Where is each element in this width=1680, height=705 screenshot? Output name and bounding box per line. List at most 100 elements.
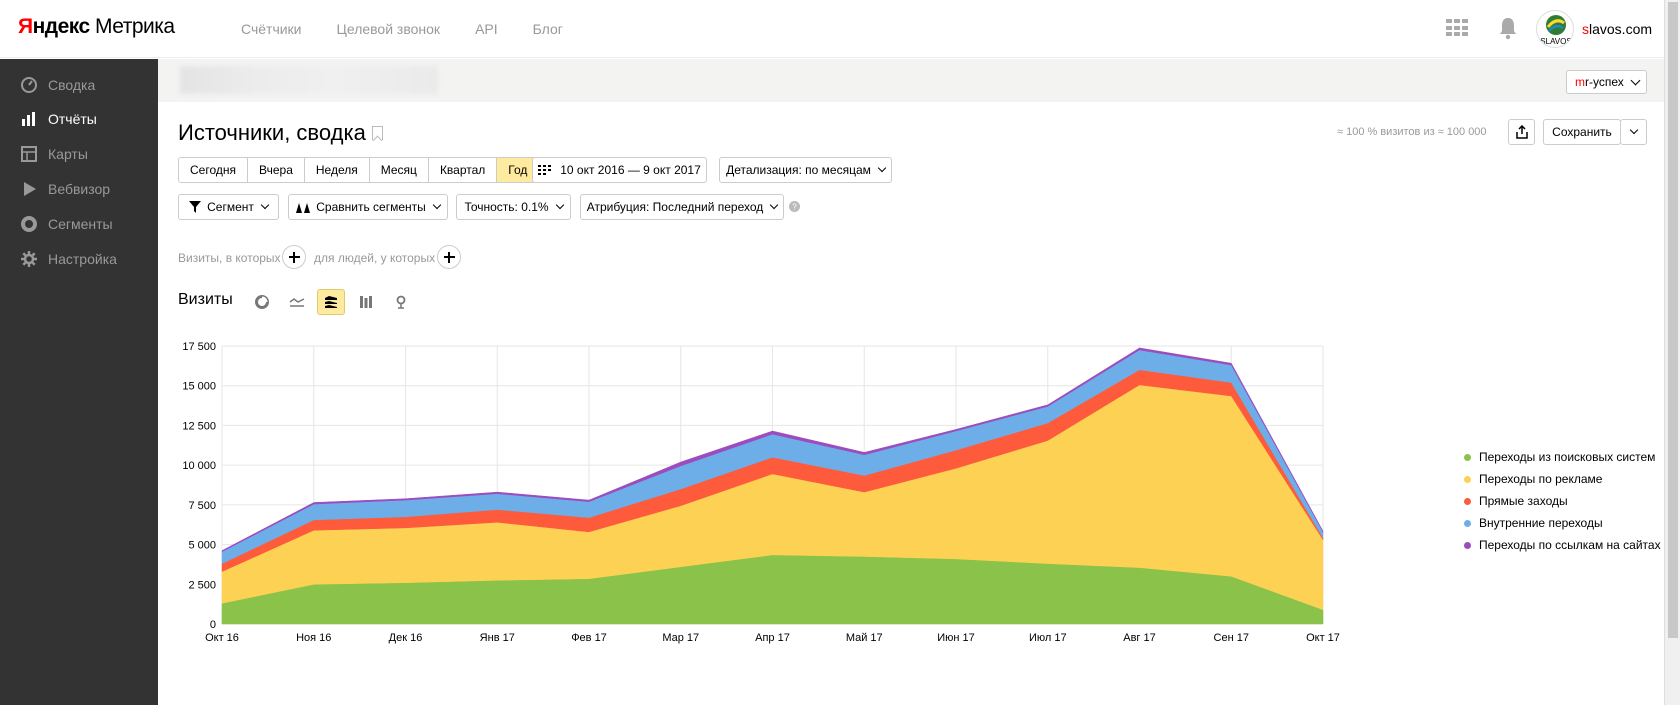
y-tick-label: 7 500 bbox=[188, 500, 216, 512]
legend-item[interactable]: Внутренние переходы bbox=[1464, 512, 1661, 534]
sidebar-item-summary[interactable]: Сводка bbox=[0, 68, 158, 102]
nav-counters[interactable]: Счётчики bbox=[241, 21, 302, 37]
compare-segments-dropdown[interactable]: Сравнить сегменты bbox=[288, 194, 448, 220]
pie-ring-icon bbox=[21, 216, 37, 232]
legend-item[interactable]: Прямые заходы bbox=[1464, 490, 1661, 512]
chevron-down-icon bbox=[555, 200, 564, 210]
nav-api[interactable]: API bbox=[475, 21, 498, 37]
period-today[interactable]: Сегодня bbox=[179, 158, 248, 182]
map-grid-icon bbox=[21, 146, 37, 162]
save-button[interactable]: Сохранить bbox=[1543, 119, 1621, 145]
logo-brand: Яндекс bbox=[18, 15, 90, 38]
add-people-condition-button[interactable] bbox=[437, 245, 461, 269]
top-nav: Счётчики Целевой звонок API Блог bbox=[241, 21, 563, 37]
legend-dot bbox=[1464, 453, 1471, 461]
sidebar-item-segments[interactable]: Сегменты bbox=[0, 207, 158, 241]
chart-type-pie[interactable] bbox=[248, 289, 276, 315]
y-tick-label: 15 000 bbox=[182, 381, 216, 393]
chart-legend: Переходы из поисковых систем Переходы по … bbox=[1464, 446, 1661, 556]
segment-text: Сегмент bbox=[207, 200, 254, 214]
compare-icon bbox=[296, 203, 311, 213]
legend-label: Прямые заходы bbox=[1479, 494, 1568, 508]
filter-icon bbox=[189, 201, 202, 213]
avatar[interactable]: SLAVOS bbox=[1536, 10, 1574, 48]
legend-item[interactable]: Переходы из поисковых систем bbox=[1464, 446, 1661, 468]
area-chart-icon bbox=[325, 296, 337, 308]
visits-sampling-note: ≈ 100 % визитов из ≈ 100 000 bbox=[1337, 126, 1487, 138]
add-visits-condition-button[interactable] bbox=[282, 245, 306, 269]
page-scrollbar[interactable] bbox=[1664, 0, 1680, 705]
segment-dropdown[interactable]: Сегмент bbox=[178, 194, 279, 220]
sidebar-item-maps[interactable]: Карты bbox=[0, 137, 158, 171]
scrollbar-thumb[interactable] bbox=[1668, 2, 1678, 638]
counter-tag-first: m bbox=[1575, 75, 1585, 89]
x-tick-label: Авг 17 bbox=[1123, 632, 1155, 644]
y-tick-label: 17 500 bbox=[182, 341, 216, 353]
sidebar-item-label: Вебвизор bbox=[48, 181, 111, 197]
bell-icon[interactable] bbox=[1498, 16, 1518, 40]
visits-filter-label: Визиты, в которых bbox=[178, 251, 281, 265]
accuracy-dropdown[interactable]: Точность: 0.1% bbox=[456, 194, 571, 220]
logo-product: Метрика bbox=[95, 15, 175, 38]
legend-item[interactable]: Переходы по ссылкам на сайтах bbox=[1464, 534, 1661, 556]
series-area bbox=[221, 347, 1324, 553]
username-rest: lavos.com bbox=[1589, 21, 1653, 37]
username[interactable]: slavos.com bbox=[1582, 21, 1652, 37]
nav-blog[interactable]: Блог bbox=[532, 21, 563, 37]
chart-type-map[interactable] bbox=[387, 289, 415, 315]
y-tick-label: 10 000 bbox=[182, 460, 216, 472]
period-quarter[interactable]: Квартал bbox=[428, 158, 498, 182]
yandex-metrika-logo[interactable]: Яндекс Метрика bbox=[18, 15, 175, 39]
chart-type-area[interactable] bbox=[317, 289, 345, 315]
period-month[interactable]: Месяц bbox=[369, 158, 429, 182]
map-pin-icon bbox=[396, 295, 406, 309]
legend-item[interactable]: Переходы по рекламе bbox=[1464, 468, 1661, 490]
chevron-down-icon bbox=[260, 200, 270, 210]
legend-label: Переходы из поисковых систем bbox=[1479, 450, 1656, 464]
date-range-text: 10 окт 2016 — 9 окт 2017 bbox=[560, 163, 701, 177]
share-export-icon bbox=[1515, 125, 1528, 139]
chevron-down-icon bbox=[1630, 75, 1641, 86]
gauge-icon bbox=[21, 77, 37, 93]
blurred-counter-name bbox=[180, 66, 438, 94]
sidebar-item-label: Настройка bbox=[48, 251, 117, 267]
gear-icon bbox=[21, 251, 37, 267]
period-week[interactable]: Неделя bbox=[304, 158, 370, 182]
chart-type-line[interactable] bbox=[283, 289, 311, 315]
detail-dropdown[interactable]: Детализация: по месяцам bbox=[719, 157, 892, 183]
period-yesterday[interactable]: Вчера bbox=[248, 158, 305, 182]
x-tick-label: Апр 17 bbox=[755, 632, 790, 644]
save-options-button[interactable] bbox=[1620, 119, 1647, 145]
period-year[interactable]: Год bbox=[497, 158, 539, 182]
x-tick-label: Июн 17 bbox=[937, 632, 975, 644]
bookmark-icon[interactable] bbox=[372, 126, 383, 140]
sidebar-item-label: Отчёты bbox=[48, 111, 97, 127]
svg-text:?: ? bbox=[792, 203, 797, 212]
x-tick-label: Май 17 bbox=[846, 632, 883, 644]
y-tick-label: 5 000 bbox=[188, 540, 216, 552]
bar-chart-icon bbox=[360, 296, 372, 308]
export-button[interactable] bbox=[1508, 119, 1535, 145]
sidebar-item-settings[interactable]: Настройка bbox=[0, 242, 158, 276]
page-title: Источники, сводка bbox=[178, 120, 366, 145]
x-tick-label: Сен 17 bbox=[1214, 632, 1249, 644]
nav-target-call[interactable]: Целевой звонок bbox=[336, 21, 441, 37]
legend-label: Внутренние переходы bbox=[1479, 516, 1603, 530]
sidebar-item-reports[interactable]: Отчёты bbox=[0, 102, 158, 136]
counter-tag-dropdown[interactable]: m r-успех bbox=[1566, 70, 1647, 94]
top-bar: Яндекс Метрика Счётчики Целевой звонок A… bbox=[0, 0, 1664, 58]
services-grid-icon[interactable] bbox=[1446, 19, 1468, 37]
x-tick-label: Янв 17 bbox=[480, 632, 515, 644]
x-tick-label: Фев 17 bbox=[571, 632, 607, 644]
attribution-dropdown[interactable]: Атрибуция: Последний переход bbox=[580, 194, 784, 220]
x-tick-label: Дек 16 bbox=[389, 632, 423, 644]
legend-label: Переходы по ссылкам на сайтах bbox=[1479, 538, 1661, 552]
legend-dot bbox=[1464, 541, 1471, 549]
sidebar-item-label: Сводка bbox=[48, 77, 96, 93]
sidebar-item-webvisor[interactable]: Вебвизор bbox=[0, 172, 158, 206]
help-icon[interactable]: ? bbox=[789, 201, 800, 212]
date-range-button[interactable]: 10 окт 2016 — 9 окт 2017 bbox=[532, 157, 707, 183]
x-tick-label: Мар 17 bbox=[662, 632, 699, 644]
y-tick-label: 2 500 bbox=[188, 579, 216, 591]
chart-type-bar[interactable] bbox=[352, 289, 380, 315]
